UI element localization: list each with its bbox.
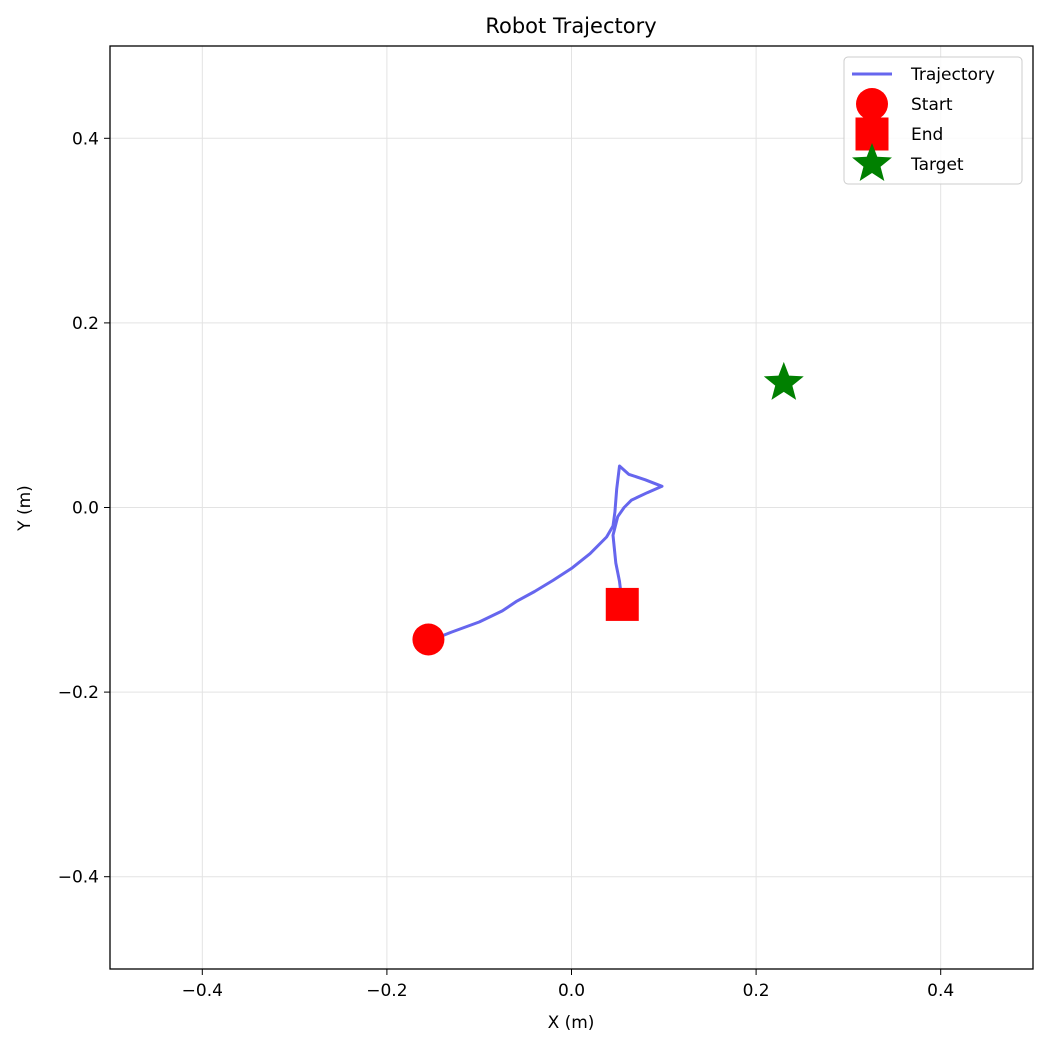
chart-title: Robot Trajectory: [485, 14, 656, 38]
y-tick-label: 0.2: [72, 314, 99, 334]
y-tick-label: −0.4: [58, 868, 99, 888]
y-tick-label: 0.4: [72, 129, 99, 149]
y-tick-label: 0.0: [72, 499, 99, 519]
x-tick-label: 0.4: [927, 981, 954, 1001]
end-marker: [605, 587, 639, 621]
x-tick-label: −0.2: [366, 981, 407, 1001]
legend: Trajectory Start End Target: [843, 56, 1023, 185]
x-tick-label: 0.2: [743, 981, 770, 1001]
x-tick-label: 0.0: [558, 981, 585, 1001]
axis-ticks: −0.4 −0.2 0.0 0.2 0.4 −0.4 −0.2 0.0 0.2 0.4: [58, 129, 955, 1001]
start-marker: [856, 88, 888, 120]
target-marker: [852, 143, 892, 181]
x-tick-label: −0.4: [182, 981, 223, 1001]
legend-label: Target: [910, 155, 964, 175]
trajectory-line: [426, 464, 664, 643]
series-layer: [412, 361, 804, 656]
x-axis-label: X (m): [548, 1013, 595, 1033]
legend-label: Trajectory: [910, 65, 995, 85]
legend-label: End: [911, 125, 943, 145]
y-tick-label: −0.2: [58, 683, 99, 703]
legend-box: [843, 56, 1023, 185]
start-marker: [412, 623, 445, 656]
target-marker: [763, 361, 804, 400]
legend-label: Start: [911, 95, 953, 115]
y-axis-label: Y (m): [15, 485, 35, 532]
